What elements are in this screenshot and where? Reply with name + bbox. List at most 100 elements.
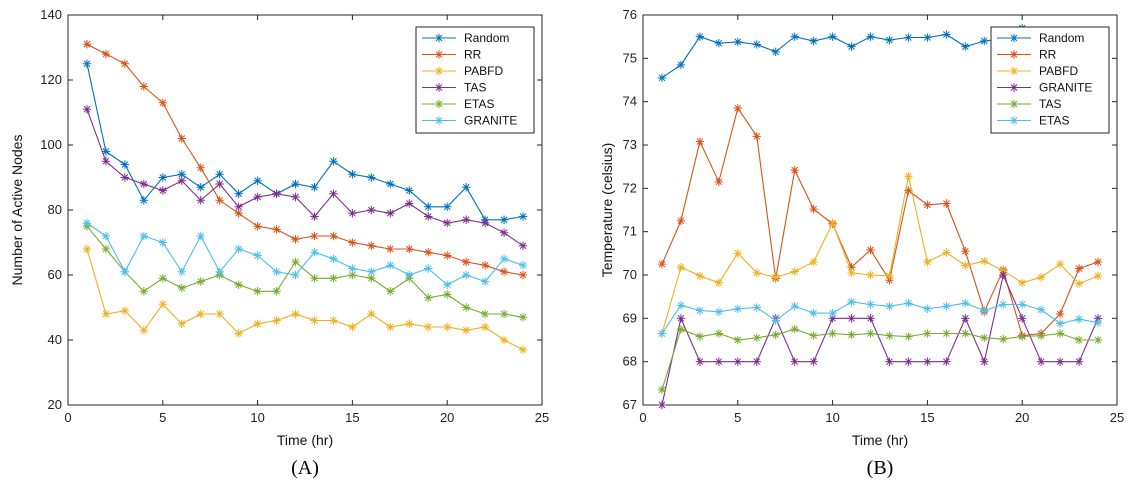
chart-b-data-point xyxy=(923,304,932,313)
chart-b-y-tick-label: 72 xyxy=(623,180,637,195)
chart-a-data-point xyxy=(215,179,224,189)
chart-b-data-point xyxy=(790,357,799,366)
chart-b-legend-label: TAS xyxy=(1039,97,1061,111)
chart-a-series-group xyxy=(82,40,528,354)
chart-b-data-point xyxy=(980,256,989,266)
chart-a-data-point xyxy=(158,300,167,309)
chart-b-data-point xyxy=(1018,314,1027,323)
chart-b-data-point xyxy=(752,333,761,343)
chart-b-data-point xyxy=(1055,329,1065,338)
chart-a-data-point xyxy=(518,345,528,354)
chart-a-data-point xyxy=(461,270,471,280)
chart-b-data-point xyxy=(961,246,970,256)
chart-b-legend-item: Random xyxy=(997,31,1084,45)
chart-a-data-point xyxy=(405,244,414,254)
chart-b-data-point xyxy=(752,268,761,278)
chart-b-data-point xyxy=(771,272,780,282)
chart-a-series-line xyxy=(86,109,524,247)
chart-b-data-point xyxy=(1093,335,1103,345)
chart-b-data-point xyxy=(961,314,970,323)
chart-a-data-point xyxy=(480,277,490,286)
chart-b-legend-box xyxy=(990,26,1110,134)
chart-b-data-point xyxy=(980,306,989,315)
chart-b-data-point xyxy=(752,40,761,49)
chart-b-data-point xyxy=(657,329,667,338)
chart-b-data-point xyxy=(847,297,856,307)
chart-a-data-point xyxy=(348,238,357,247)
chart-b-data-point xyxy=(980,333,989,343)
chart-a-x-tick-label: 5 xyxy=(159,410,166,425)
chart-b-data-point xyxy=(828,32,837,41)
chart-b-data-point xyxy=(714,329,724,338)
chart-a-data-point xyxy=(158,186,167,195)
chart-a-data-point xyxy=(424,248,433,257)
chart-a-data-point xyxy=(386,287,395,296)
chart-b-x-tick-label: 0 xyxy=(639,410,646,425)
chart-b-data-point xyxy=(980,36,989,46)
chart-a-x-tick-label: 0 xyxy=(64,410,71,425)
chart-b-data-point xyxy=(695,332,705,341)
chart-b-data-point xyxy=(904,172,913,181)
chart-a-data-point xyxy=(291,192,300,202)
chart-a-data-point xyxy=(234,329,243,338)
chart-b-data-point xyxy=(942,248,951,257)
chart-a-data-point xyxy=(177,319,186,328)
chart-a-data-point xyxy=(386,322,395,332)
chart-a-data-point xyxy=(367,309,376,319)
chart-a-series-granite xyxy=(82,218,528,289)
chart-b-data-point xyxy=(904,298,913,308)
chart-b-data-point xyxy=(923,257,932,267)
chart-a-legend-item: RR xyxy=(422,48,482,62)
chart-a-data-point xyxy=(196,163,205,172)
chart-a-legend-item: TAS xyxy=(422,81,486,95)
chart-b-data-point xyxy=(676,216,686,226)
chart-a-data-point xyxy=(443,322,452,332)
chart-a-legend-marker xyxy=(434,116,444,125)
chart-b-x-tick-label: 20 xyxy=(1015,410,1029,425)
chart-a-data-point xyxy=(329,274,338,283)
chart-b-data-point xyxy=(866,270,875,280)
chart-a-data-point xyxy=(424,202,433,211)
chart-a-data-point xyxy=(101,244,111,254)
chart-a-data-point xyxy=(158,238,167,247)
chart-b-x-tick-label: 25 xyxy=(1110,410,1124,425)
chart-b-legend-marker xyxy=(1009,33,1019,43)
chart-b-data-point xyxy=(1055,259,1065,269)
chart-a-data-point xyxy=(480,261,490,270)
chart-a-data-point xyxy=(215,196,224,205)
chart-a-data-point xyxy=(291,309,300,319)
chart-b-data-point xyxy=(1036,357,1046,366)
chart-b-data-point xyxy=(904,33,913,42)
chart-b-data-point xyxy=(961,261,970,270)
chart-b-data-point xyxy=(695,32,705,41)
chart-b-data-point xyxy=(999,266,1008,275)
chart-a-data-point xyxy=(82,105,92,114)
chart-a-data-point xyxy=(461,215,471,224)
chart-a-data-point xyxy=(424,212,433,221)
chart-a-y-tick-label: 40 xyxy=(48,332,62,347)
chart-a-data-point xyxy=(291,235,300,244)
chart-a-data-point xyxy=(234,202,243,211)
chart-a-series-random xyxy=(82,59,528,224)
chart-b-data-point xyxy=(695,357,705,366)
chart-b-series-tas xyxy=(657,324,1103,395)
chart-a-data-point xyxy=(215,267,224,276)
chart-b-legend-label: ETAS xyxy=(1039,114,1069,128)
chart-a-y-tick-label: 140 xyxy=(40,7,62,22)
chart-a-data-point xyxy=(348,270,357,280)
chart-a-data-point xyxy=(139,287,149,296)
chart-b-y-tick-label: 76 xyxy=(623,7,637,22)
chart-a-data-point xyxy=(443,290,452,299)
chart-a-data-point xyxy=(329,231,338,241)
chart-a-series-line xyxy=(86,222,524,286)
chart-a-data-point xyxy=(82,244,92,254)
chart-b-data-point xyxy=(657,400,667,410)
chart-a-legend-marker xyxy=(434,33,444,43)
chart-a-data-point xyxy=(518,241,528,250)
chart-b-data-point xyxy=(676,301,686,310)
chart-a-data-point xyxy=(196,309,205,319)
chart-b-data-point xyxy=(809,308,818,318)
chart-b-data-point xyxy=(733,249,742,258)
chart-b-data-point xyxy=(923,200,932,209)
chart-a-data-point xyxy=(215,309,224,319)
